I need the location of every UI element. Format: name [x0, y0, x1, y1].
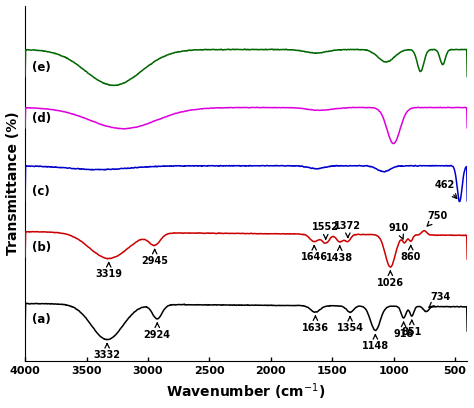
Text: 2924: 2924 [144, 323, 171, 340]
Text: 3332: 3332 [94, 344, 121, 360]
Text: 1552: 1552 [312, 222, 339, 239]
Text: (c): (c) [33, 185, 50, 198]
Text: (a): (a) [33, 313, 51, 326]
Text: 860: 860 [401, 246, 421, 262]
Text: 2945: 2945 [141, 249, 168, 266]
Text: (d): (d) [33, 112, 52, 125]
Text: (e): (e) [33, 61, 51, 74]
Text: 734: 734 [429, 293, 450, 307]
Y-axis label: Transmittance (%): Transmittance (%) [6, 112, 19, 255]
Text: 1636: 1636 [302, 316, 329, 333]
Text: 851: 851 [401, 320, 422, 337]
Text: 462: 462 [435, 180, 457, 199]
Text: 1438: 1438 [326, 246, 353, 263]
Text: 1026: 1026 [377, 271, 404, 288]
Text: (b): (b) [33, 241, 52, 254]
Text: 1372: 1372 [334, 221, 361, 237]
X-axis label: Wavenumber (cm$^{-1}$): Wavenumber (cm$^{-1}$) [166, 382, 326, 402]
Text: 750: 750 [427, 211, 448, 226]
Text: 918: 918 [393, 322, 414, 339]
Text: 1646: 1646 [301, 246, 328, 262]
Text: 910: 910 [388, 223, 409, 239]
Text: 1148: 1148 [362, 335, 389, 351]
Text: 1354: 1354 [337, 317, 364, 333]
Text: 3319: 3319 [95, 263, 122, 279]
